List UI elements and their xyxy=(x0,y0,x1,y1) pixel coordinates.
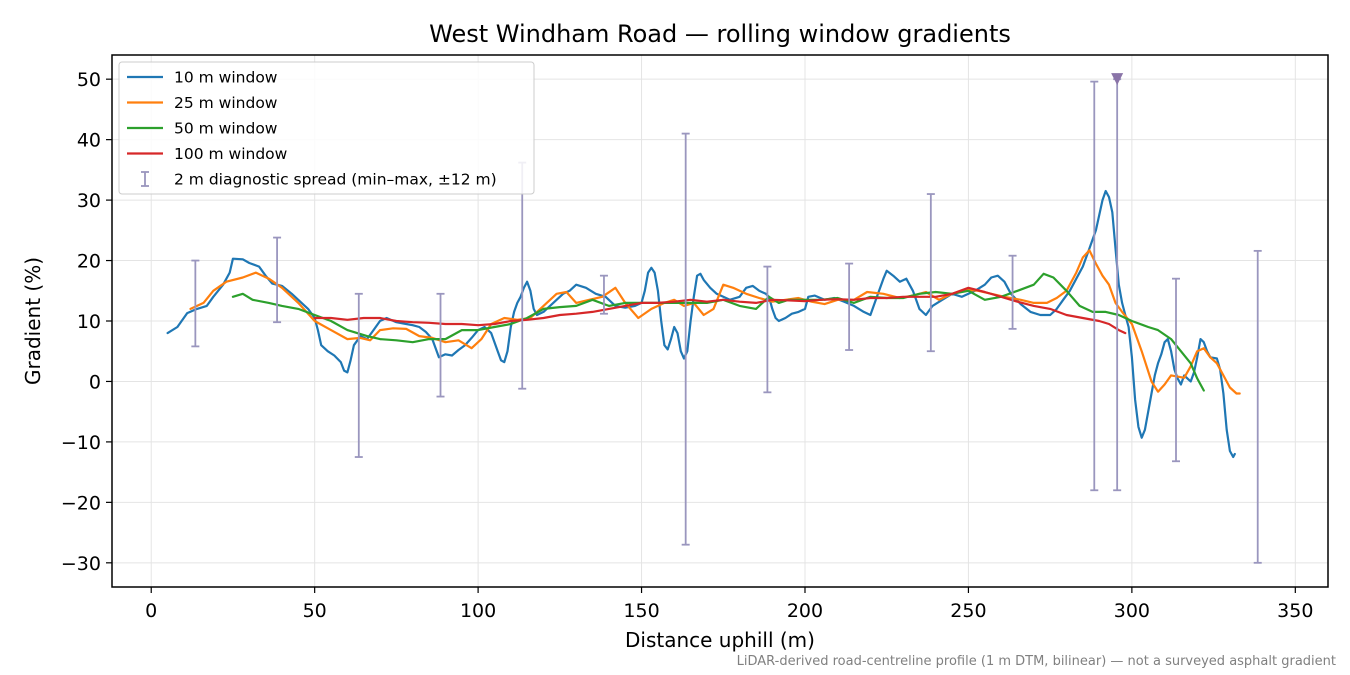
y-axis-label: Gradient (%) xyxy=(21,257,45,385)
x-tick-label: 0 xyxy=(145,600,157,622)
y-tick-label: 40 xyxy=(77,130,101,152)
footnote: LiDAR-derived road-centreline profile (1… xyxy=(737,654,1336,669)
spread-errorbar xyxy=(518,161,527,390)
y-tick-label: 20 xyxy=(77,251,101,273)
y-tick-label: −20 xyxy=(61,492,101,514)
spread-errorbar xyxy=(1113,78,1122,492)
series-line-2 xyxy=(189,249,1241,395)
y-tick-label: 50 xyxy=(77,69,101,91)
spread-errorbar xyxy=(1008,254,1017,330)
spread-errorbar xyxy=(763,265,772,394)
y-tick-label: −30 xyxy=(61,553,101,575)
spread-errorbar xyxy=(273,236,282,324)
legend: 10 m window 25 m window 50 m window 100 m w… xyxy=(118,61,535,195)
spread-errorbar xyxy=(926,193,935,353)
series-line-4 xyxy=(313,286,1127,335)
spread-errorbar xyxy=(436,292,445,398)
series-line-1 xyxy=(166,189,1236,459)
clipped-value-marker xyxy=(1111,73,1124,86)
y-tick-label: 0 xyxy=(89,371,101,393)
spread-errorbar xyxy=(1253,249,1262,564)
y-tick-label: −10 xyxy=(61,432,101,454)
legend-label: 25 m window xyxy=(174,94,278,112)
spread-errorbar xyxy=(1090,80,1099,492)
x-tick-label: 200 xyxy=(787,600,823,622)
x-tick-label: 50 xyxy=(303,600,327,622)
x-tick-label: 100 xyxy=(460,600,496,622)
x-axis-label: Distance uphill (m) xyxy=(625,628,815,652)
spread-errorbar xyxy=(191,259,200,348)
y-tick-label: 30 xyxy=(77,190,101,212)
series-line-3 xyxy=(231,272,1205,392)
legend-label: 10 m window xyxy=(174,69,278,87)
spread-errorbar xyxy=(599,274,608,315)
plot-area-frame xyxy=(111,54,1329,588)
x-tick-label: 300 xyxy=(1114,600,1150,622)
legend-label: 100 m window xyxy=(174,145,288,163)
spread-errorbar xyxy=(1172,277,1180,463)
x-tick-label: 350 xyxy=(1277,600,1313,622)
x-tick-label: 250 xyxy=(950,600,986,622)
legend-box xyxy=(118,61,535,195)
x-tick-label: 150 xyxy=(623,600,659,622)
y-tick-label: 10 xyxy=(77,311,101,333)
chart-title: West Windham Road — rolling window gradi… xyxy=(429,20,1011,48)
spread-errorbar xyxy=(845,262,854,351)
spread-errorbar xyxy=(681,132,690,546)
legend-label: 50 m window xyxy=(174,120,278,138)
legend-label: 2 m diagnostic spread (min–max, ±12 m) xyxy=(174,171,497,189)
spread-errorbar xyxy=(354,292,363,458)
